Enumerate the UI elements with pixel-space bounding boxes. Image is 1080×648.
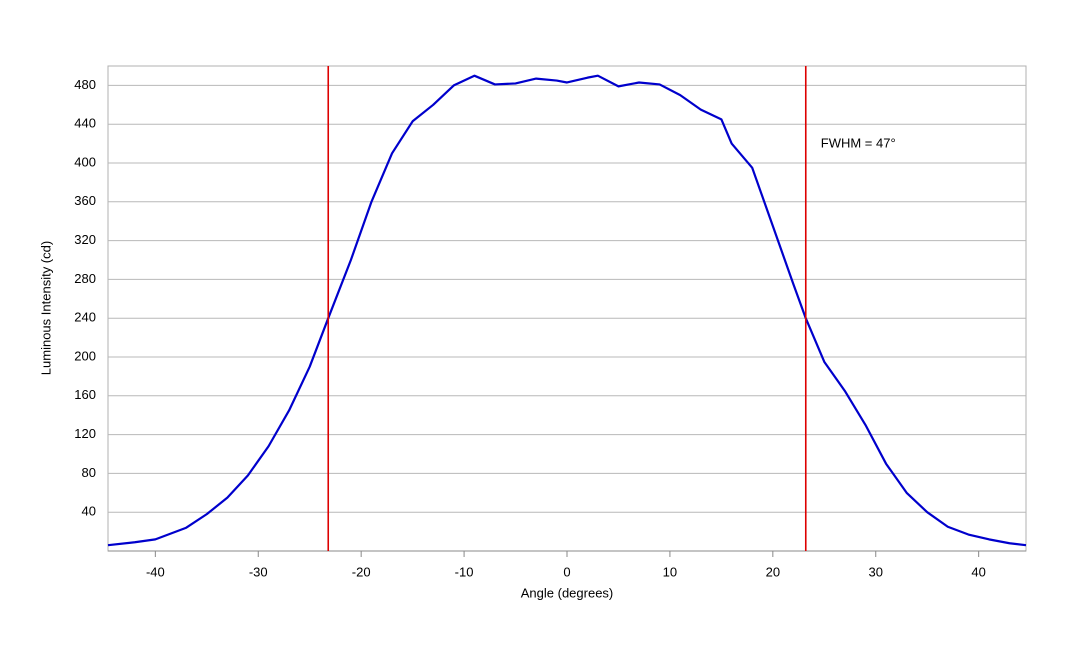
annotation: FWHM = 47° xyxy=(821,135,896,150)
y-axis-label: Luminous Intensity (cd) xyxy=(38,241,53,375)
x-tick-label: -10 xyxy=(455,564,474,579)
data-line xyxy=(107,74,1027,547)
x-tick-label: 40 xyxy=(971,564,985,579)
y-tick-label: 360 xyxy=(74,193,96,208)
y-tick-label: 320 xyxy=(74,232,96,247)
y-tick-label: 80 xyxy=(82,465,96,480)
x-tick-label: -20 xyxy=(352,564,371,579)
x-tick-label: 30 xyxy=(869,564,883,579)
x-tick-label: -40 xyxy=(146,564,165,579)
x-tick-label: 20 xyxy=(766,564,780,579)
y-tick-label: 240 xyxy=(74,310,96,325)
y-tick-label: 480 xyxy=(74,77,96,92)
y-tick-label: 160 xyxy=(74,387,96,402)
y-tick-label: 120 xyxy=(74,426,96,441)
y-tick-label: 400 xyxy=(74,154,96,169)
y-tick-label: 200 xyxy=(74,348,96,363)
y-tick-label: 40 xyxy=(82,504,96,519)
x-tick-label: -30 xyxy=(249,564,268,579)
x-axis-label: Angle (degrees) xyxy=(521,585,614,600)
y-tick-label: 440 xyxy=(74,116,96,131)
x-tick-label: 10 xyxy=(663,564,677,579)
x-tick-label: 0 xyxy=(563,564,570,579)
y-tick-label: 280 xyxy=(74,271,96,286)
